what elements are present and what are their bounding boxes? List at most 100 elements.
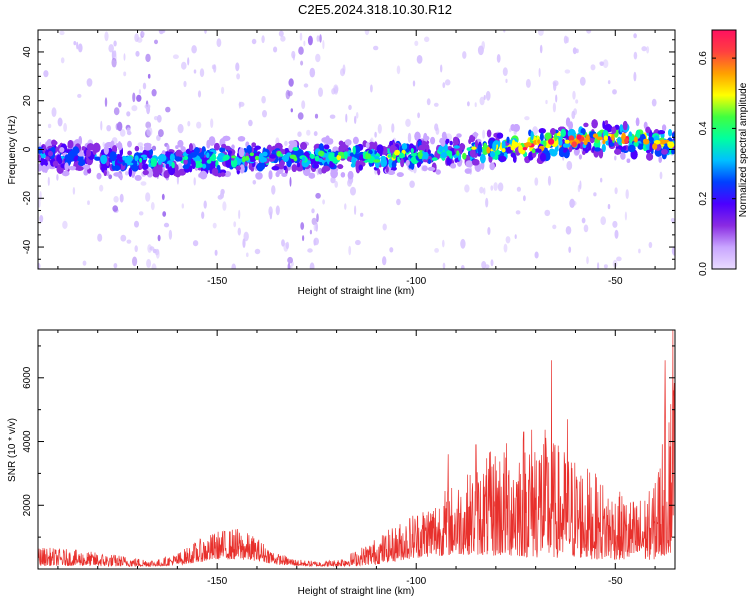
noise-speckle [261,95,266,104]
colorbar-frame [711,29,737,270]
snr-x-ticks: -150 -100 -50 [57,330,656,587]
noise-speckle [236,73,241,80]
noise-speckle [300,60,304,66]
ridge-cell [646,149,651,154]
ridge-cell [219,147,226,153]
ridge-hotspot [471,146,477,150]
ridge-cell [671,149,675,155]
ridge-cell [199,170,208,180]
ridge-hotspot [486,146,491,154]
noise-speckle [134,33,139,42]
ridge-cell [143,145,152,151]
ridge-cell [449,140,453,146]
noise-speckle [271,185,276,195]
noise-speckle [545,99,548,105]
noise-speckle [118,101,122,108]
noise-speckle [316,213,319,223]
ridge-cell [163,170,170,179]
noise-speckle [309,229,312,235]
noise-speckle [138,211,144,216]
ridge-hotspot [571,141,577,148]
ridge-cell [637,142,644,150]
noise-speckle [298,46,304,55]
noise-speckle [307,35,313,46]
noise-speckle [355,112,359,119]
spectrogram-x-ticks: -150 -100 -50 [57,30,656,287]
noise-speckle [289,176,292,187]
noise-speckle [646,46,650,54]
ridge-cell [347,171,354,180]
ridge-cell [540,132,544,142]
noise-speckle [524,116,530,121]
noise-speckle [354,115,357,124]
ridge-cell [75,166,84,171]
ridge-hotspot [337,151,344,156]
noise-speckle [553,81,557,92]
ridge-cell [376,144,384,154]
ridge-hotspot [399,152,405,159]
ridge-cell [40,161,49,167]
ridge-cell [288,144,294,152]
noise-speckle [146,258,152,268]
colorbar-tick-label: 0.4 [698,121,709,135]
ridge-cell [281,172,288,177]
noise-speckle [345,113,348,123]
noise-speckle [291,50,296,59]
ridge-cell [619,124,623,133]
ridge-hotspot [418,155,422,160]
ridge-cell [383,146,388,156]
noise-speckle [251,38,257,45]
ridge-cell [489,162,495,171]
ridge-hotspot [336,154,342,161]
spectrogram-panel: -150 -100 -50 -40 -20 0 20 40 Height of straig… [7,29,676,297]
ridge-hotspot [171,161,175,169]
noise-speckle [648,241,653,249]
noise-speckle [117,121,123,132]
ridge-cell [103,169,107,176]
noise-speckle [505,236,511,244]
noise-speckle [62,220,68,229]
noise-speckle [111,57,117,68]
noise-speckle [87,200,90,205]
noise-speckle [77,93,82,98]
ridge-hotspot [292,147,299,151]
colorbar-label: Normalized spectral amplitude [738,82,749,217]
ridge-cell [78,161,85,166]
noise-speckle [113,196,119,203]
ridge-cell [103,145,109,155]
ridge-cell [113,172,121,177]
noise-speckle [607,204,611,210]
ridge-cell [368,149,373,155]
noise-speckle [108,174,113,180]
ridge-cell [609,142,615,147]
noise-speckle [99,184,104,192]
ridge-hotspot [602,139,606,145]
noise-speckle [123,71,127,77]
noise-speckle [534,251,539,259]
ridge-hotspot [231,155,237,159]
ridge-hotspot [314,155,320,162]
noise-speckle [544,209,551,217]
ridge-cell [323,144,330,150]
noise-speckle [593,192,597,197]
noise-speckle [309,262,315,269]
noise-speckle [126,239,132,244]
noise-speckle [72,187,76,195]
ridge-cell [400,158,405,168]
noise-speckle [145,53,151,63]
ridge-hotspot [134,155,139,162]
noise-speckle [139,146,144,151]
noise-speckle [181,61,187,70]
ridge-cell [506,136,510,144]
noise-speckle [348,245,352,256]
ridge-hotspot [306,160,311,165]
ridge-cell [150,157,157,167]
ridge-cell [668,129,672,137]
noise-speckle [516,186,522,192]
noise-speckle [113,263,118,269]
ridge-cell [405,159,410,166]
noise-speckle [462,51,467,59]
noise-speckle [555,94,558,103]
ridge-cell [187,154,193,160]
ridge-hotspot [318,150,325,157]
